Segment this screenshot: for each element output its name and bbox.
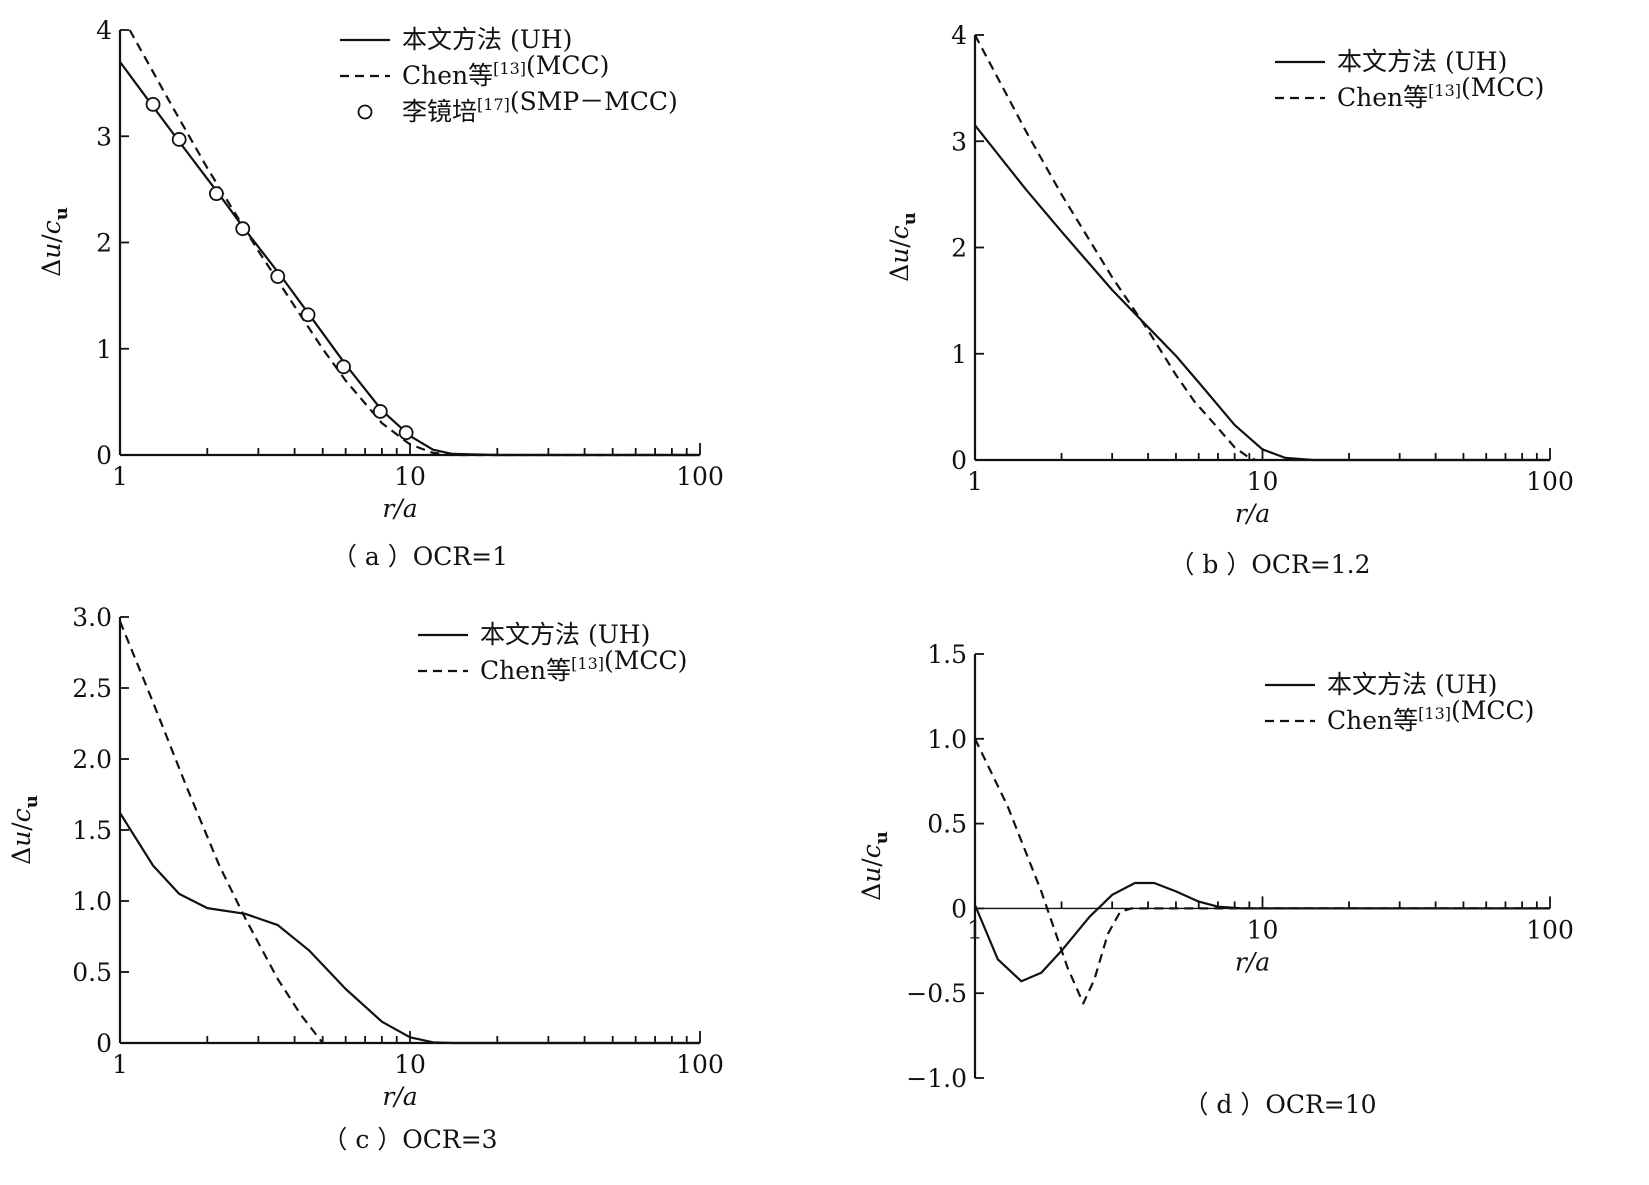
legend-entry: 本文方法 (UH) (480, 620, 650, 649)
y-tick-label: 2 (96, 229, 112, 258)
y-tick-label: 3.0 (72, 603, 112, 632)
x-tick-label: 10 (1247, 915, 1279, 944)
data-point-marker (300, 307, 316, 323)
legend-entry: 本文方法 (UH) (1327, 670, 1497, 699)
data-point-marker (372, 404, 388, 419)
y-tick-label: 0.5 (72, 958, 112, 987)
series-line-uh (119, 61, 700, 457)
legend-entry: Chen等[13](MCC) (1337, 73, 1544, 112)
data-point-marker (270, 269, 286, 284)
y-tick-label: 4 (96, 16, 112, 45)
y-axis-label: Δu/cu (885, 212, 920, 282)
y-tick-label: 2.5 (72, 674, 112, 703)
legend-entry: 本文方法 (UH) (402, 25, 572, 54)
y-tick-label: 0 (96, 441, 112, 470)
x-tick-label: 1 (112, 462, 128, 491)
panel-caption: （ a ）OCR=1 (332, 542, 508, 571)
x-tick-label: 100 (676, 462, 724, 491)
y-tick-label: 2.0 (72, 745, 112, 774)
panel-d: −1.0 −0.5 0 0.5 1.0 1.5 1 10 100 r/a Δu/cu 本文方法 (UH… (857, 640, 1574, 1119)
y-tick-label: 4 (951, 21, 967, 50)
y-tick-label: 1.5 (927, 640, 967, 669)
y-tick-label: 1 (96, 335, 112, 364)
y-tick-label: 3 (96, 122, 112, 151)
x-axis-label: r/a (1235, 499, 1270, 528)
y-axis-label: Δu/cu (857, 831, 892, 901)
series-line-mcc (974, 34, 1257, 462)
legend-entry: 本文方法 (UH) (1337, 47, 1507, 76)
y-tick-label: 1.0 (72, 887, 112, 916)
x-axis-label: r/a (1235, 947, 1270, 976)
data-point-marker (145, 96, 161, 112)
series-line-uh (119, 812, 700, 1045)
legend-marker (357, 104, 373, 120)
x-axis-label: r/a (382, 1082, 417, 1111)
y-tick-label: 2 (951, 234, 967, 263)
y-tick-label: −0.5 (906, 979, 967, 1008)
x-tick-label: 100 (1526, 467, 1574, 496)
series-line-uh (974, 124, 1550, 462)
x-tick-label: 1 (112, 1050, 128, 1079)
y-tick-label: 1.5 (72, 816, 112, 845)
x-tick-label: 10 (1247, 467, 1279, 496)
legend-entry: Chen等[13](MCC) (1327, 696, 1534, 735)
data-point-marker (209, 186, 224, 202)
legend-entry: Chen等[13](MCC) (402, 51, 609, 90)
data-point-marker (398, 425, 414, 441)
x-tick-label: 1 (967, 915, 983, 944)
panel-caption: （ c ）OCR=3 (322, 1125, 497, 1154)
y-tick-label: 1.0 (927, 725, 967, 754)
legend-entry: Chen等[13](MCC) (480, 646, 687, 685)
data-point-marker (171, 132, 187, 147)
y-tick-label: 3 (951, 127, 967, 156)
series-line-mcc (974, 738, 1550, 1005)
y-tick-label: 1 (951, 340, 967, 369)
series-line-uh (973, 881, 1550, 983)
y-tick-label: 0 (951, 894, 967, 923)
panel-caption: （ b ）OCR=1.2 (1169, 550, 1370, 579)
y-axis-label: Δu/cu (37, 207, 72, 277)
panel-caption: （ d ）OCR=10 (1183, 1090, 1376, 1119)
y-tick-label: −1.0 (906, 1064, 967, 1093)
x-tick-label: 10 (394, 1050, 426, 1079)
x-tick-label: 1 (967, 467, 983, 496)
series-line-mcc (118, 620, 324, 1044)
y-tick-label: 0 (951, 446, 967, 475)
x-tick-label: 100 (676, 1050, 724, 1079)
legend-entry: 李镜培[17](SMP－MCC) (402, 87, 678, 126)
x-axis-label: r/a (382, 494, 417, 523)
data-point-marker (336, 359, 351, 375)
panel-c: 0 0.5 1.0 1.5 2.0 2.5 3.0 1 10 100 r/a Δu/cu 本文方法 (U… (7, 603, 724, 1154)
series-line-mcc (128, 29, 700, 457)
data-point-marker (235, 221, 251, 237)
y-axis-label: Δu/cu (7, 795, 42, 865)
x-tick-label: 10 (394, 462, 426, 491)
y-tick-label: 0.5 (927, 810, 967, 839)
y-tick-label: 0 (96, 1029, 112, 1058)
x-tick-label: 100 (1526, 915, 1574, 944)
